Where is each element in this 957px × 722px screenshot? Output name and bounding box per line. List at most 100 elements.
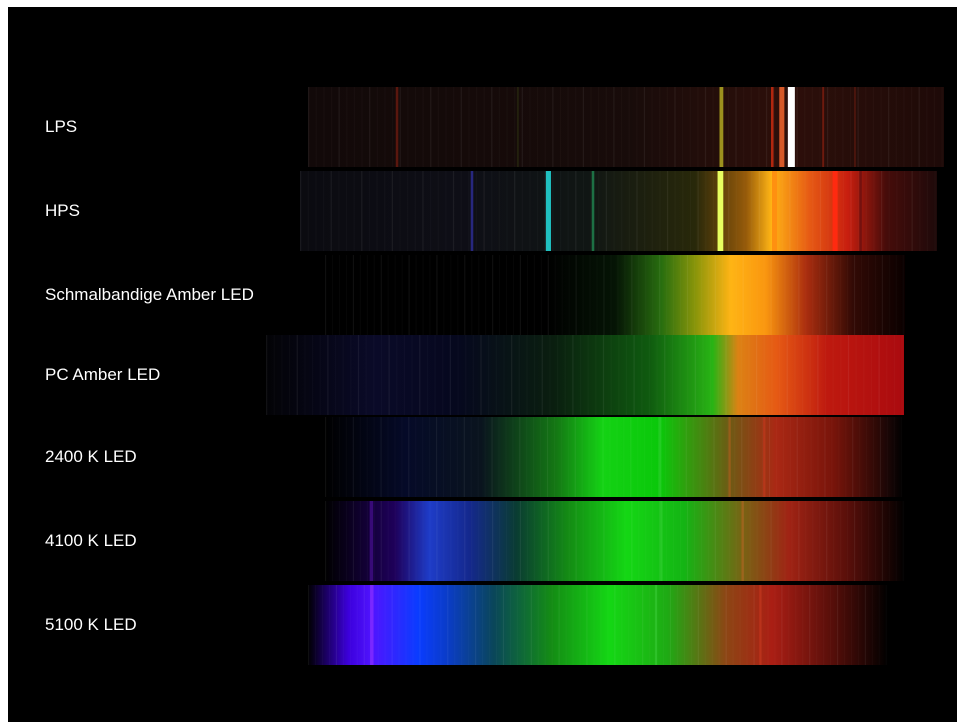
spectral-texture — [879, 585, 880, 665]
emission-line — [545, 171, 551, 251]
spectral-texture — [864, 585, 866, 665]
spectral-texture — [613, 87, 615, 167]
spectral-texture — [652, 171, 653, 251]
spectral-texture — [471, 501, 472, 581]
spectral-texture — [339, 417, 340, 497]
spectral-texture — [541, 255, 542, 335]
spectral-texture — [740, 585, 741, 665]
spectral-texture — [843, 171, 844, 251]
spectral-texture — [779, 335, 780, 415]
spectral-texture — [332, 255, 333, 335]
spectral-texture — [887, 417, 888, 497]
spectral-texture — [569, 501, 570, 581]
spectral-texture — [530, 585, 532, 665]
spectral-texture — [384, 87, 385, 167]
spectral-texture — [415, 417, 416, 497]
spectral-texture — [791, 255, 792, 335]
spectral-texture — [338, 87, 340, 167]
spectrum-strip — [325, 417, 903, 497]
spectral-texture — [579, 585, 580, 665]
spectral-texture — [789, 171, 791, 251]
spectral-texture — [797, 171, 798, 251]
spectral-texture — [663, 585, 664, 665]
spectral-texture — [429, 255, 430, 335]
spectral-texture — [315, 585, 316, 665]
spectral-texture — [722, 255, 723, 335]
spectral-texture — [374, 501, 375, 581]
spectral-texture — [408, 417, 410, 497]
spectral-texture — [770, 501, 772, 581]
spectral-texture — [838, 417, 839, 497]
spectral-texture — [697, 87, 698, 167]
spectral-texture — [823, 585, 824, 665]
spectral-texture — [465, 335, 466, 415]
spectral-texture — [858, 585, 859, 665]
spectral-texture — [552, 171, 553, 251]
spectral-texture — [727, 417, 728, 497]
spectral-texture — [394, 417, 395, 497]
spectral-texture — [776, 417, 777, 497]
spectral-texture — [770, 255, 772, 335]
spectral-texture — [827, 171, 828, 251]
spectral-texture — [842, 87, 843, 167]
emission-line — [395, 87, 399, 167]
spectral-texture — [728, 87, 729, 167]
spectral-texture — [868, 501, 869, 581]
spectral-texture — [631, 501, 633, 581]
spectral-texture — [429, 417, 430, 497]
spectral-texture — [706, 417, 707, 497]
spectral-texture — [748, 335, 749, 415]
spectral-texture — [568, 171, 569, 251]
spectral-texture — [583, 501, 584, 581]
spectral-texture — [694, 255, 695, 335]
spectral-texture — [777, 501, 778, 581]
spectral-texture — [316, 87, 317, 167]
spectral-texture — [702, 335, 703, 415]
spectral-texture — [729, 255, 730, 335]
spectral-texture — [851, 585, 852, 665]
spectral-texture — [886, 335, 887, 415]
spectral-texture — [354, 87, 355, 167]
spectral-texture — [433, 585, 434, 665]
spectral-texture — [562, 501, 563, 581]
spectral-texture — [616, 417, 617, 497]
spectral-texture — [545, 585, 546, 665]
spectrum-row-hps: HPS — [8, 171, 957, 251]
spectral-texture — [596, 501, 597, 581]
emission-line — [660, 501, 663, 581]
emission-line — [832, 171, 838, 251]
spectral-texture — [790, 417, 791, 497]
spectral-texture — [643, 87, 646, 167]
spectral-texture — [296, 335, 298, 415]
spectral-texture — [656, 335, 657, 415]
spectral-texture — [540, 417, 541, 497]
spectral-texture — [352, 255, 354, 335]
spectral-texture — [438, 171, 439, 251]
spectral-texture — [457, 335, 458, 415]
spectral-texture — [415, 501, 416, 581]
spectral-texture — [602, 335, 605, 415]
spectral-texture — [541, 335, 543, 415]
spectral-texture — [791, 501, 792, 581]
spectral-texture — [384, 171, 385, 251]
spectral-texture — [522, 171, 523, 251]
spectral-texture — [427, 335, 428, 415]
spectral-texture — [816, 585, 817, 665]
spectral-texture — [644, 417, 645, 497]
spectral-texture — [415, 171, 416, 251]
spectral-texture — [901, 335, 902, 415]
spectral-texture — [354, 171, 355, 251]
spectral-texture — [819, 87, 820, 167]
spectrum-label: HPS — [45, 201, 80, 220]
spectral-texture — [819, 171, 822, 251]
spectral-texture — [367, 417, 368, 497]
spectral-texture — [547, 501, 549, 581]
spectral-texture — [830, 585, 831, 665]
spectral-texture — [651, 87, 652, 167]
spectral-texture — [831, 417, 832, 497]
spectral-texture — [871, 335, 872, 415]
spectral-texture — [679, 417, 680, 497]
spectral-texture — [630, 417, 632, 497]
spectral-texture — [742, 255, 744, 335]
spectral-texture — [555, 501, 556, 581]
